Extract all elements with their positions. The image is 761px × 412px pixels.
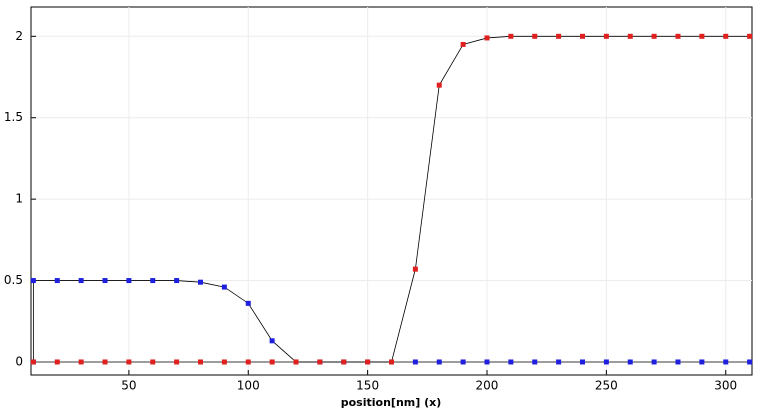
marker	[675, 33, 681, 39]
marker	[723, 359, 729, 365]
marker	[675, 359, 681, 365]
marker	[365, 359, 371, 365]
marker	[460, 359, 466, 365]
marker	[245, 359, 251, 365]
marker	[293, 359, 299, 365]
marker	[532, 33, 538, 39]
marker	[508, 359, 514, 365]
x-tick-label: 250	[595, 379, 618, 393]
y-tick-label: 2	[15, 29, 23, 43]
marker	[484, 35, 490, 41]
x-axis-label: position[nm] (x)	[341, 396, 442, 409]
marker	[436, 82, 442, 88]
marker	[174, 278, 180, 284]
x-tick-label: 50	[121, 379, 136, 393]
marker	[221, 284, 227, 290]
marker	[747, 359, 753, 365]
marker	[78, 359, 84, 365]
marker	[699, 33, 705, 39]
marker	[460, 41, 466, 47]
marker	[651, 33, 657, 39]
x-tick-label: 150	[356, 379, 379, 393]
marker	[532, 359, 538, 365]
marker	[484, 359, 490, 365]
marker	[556, 33, 562, 39]
marker	[412, 359, 418, 365]
marker	[556, 359, 562, 365]
marker	[30, 359, 36, 365]
x-tick-label: 300	[714, 379, 737, 393]
marker	[508, 33, 514, 39]
marker	[341, 359, 347, 365]
marker	[412, 266, 418, 272]
marker	[102, 278, 108, 284]
marker	[150, 278, 156, 284]
marker	[651, 359, 657, 365]
marker	[245, 300, 251, 306]
marker	[723, 33, 729, 39]
marker	[221, 359, 227, 365]
marker	[78, 278, 84, 284]
marker	[579, 33, 585, 39]
marker	[699, 359, 705, 365]
marker	[126, 359, 132, 365]
marker	[174, 359, 180, 365]
marker	[126, 278, 132, 284]
y-tick-label: 1.5	[4, 110, 23, 124]
marker	[54, 278, 60, 284]
marker	[436, 359, 442, 365]
marker	[747, 33, 753, 39]
marker	[269, 359, 275, 365]
marker	[603, 359, 609, 365]
marker	[317, 359, 323, 365]
marker	[198, 279, 204, 285]
marker	[389, 359, 394, 365]
marker	[269, 338, 275, 344]
marker	[603, 33, 609, 39]
marker	[627, 359, 633, 365]
plot-frame	[30, 6, 753, 376]
marker	[102, 359, 108, 365]
marker	[30, 278, 36, 284]
x-tick-label: 200	[476, 379, 499, 393]
marker	[198, 359, 204, 365]
y-tick-label: 0.5	[4, 273, 23, 287]
marker	[627, 33, 633, 39]
marker	[579, 359, 585, 365]
marker	[150, 359, 156, 365]
marker	[54, 359, 60, 365]
x-tick-label: 100	[237, 379, 260, 393]
y-tick-label: 1	[15, 192, 23, 206]
y-tick-label: 0	[15, 354, 23, 368]
